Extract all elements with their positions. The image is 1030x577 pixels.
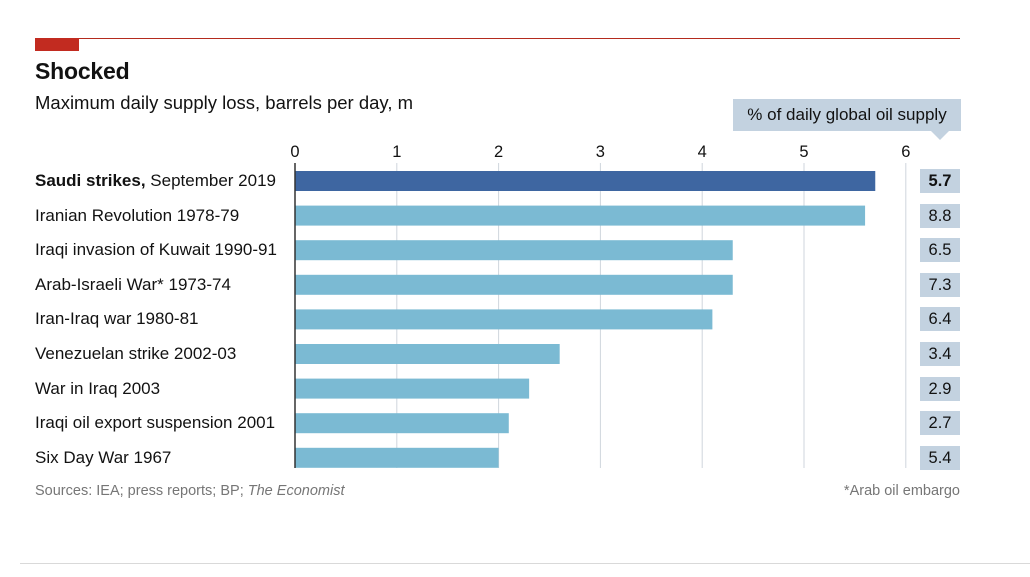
- x-tick-label: 4: [698, 143, 707, 161]
- category-label: Iraqi invasion of Kuwait 1990-91: [35, 240, 277, 260]
- pct-value: 5.4: [920, 445, 960, 470]
- category-label: Six Day War 1967: [35, 448, 171, 468]
- category-label: Iraqi oil export suspension 2001: [35, 413, 275, 433]
- category-name: Saudi strikes,: [35, 171, 146, 190]
- pct-value: 7.3: [920, 272, 960, 297]
- category-label: Iranian Revolution 1978-79: [35, 206, 239, 226]
- category-name: Arab-Israeli War*: [35, 274, 164, 294]
- footnote: *Arab oil embargo: [843, 483, 960, 499]
- x-tick-label: 3: [596, 143, 605, 161]
- category-label: War in Iraq 2003: [35, 379, 160, 399]
- pct-value: 6.5: [920, 238, 960, 263]
- category-name: Iraqi invasion of Kuwait: [35, 240, 210, 260]
- category-period: September 2019: [145, 171, 276, 190]
- bar: [295, 447, 499, 468]
- category-name: Iraqi oil export suspension: [35, 413, 233, 433]
- secondary-column-header-pointer: [931, 131, 949, 140]
- pct-value: 2.7: [920, 411, 960, 436]
- sources-text: Sources: IEA; press reports; BP;: [35, 483, 244, 499]
- pct-value: 6.4: [920, 307, 960, 332]
- category-period: 1990-91: [209, 240, 277, 260]
- top-rule: [35, 38, 960, 39]
- x-tick-label: 5: [799, 143, 808, 161]
- category-period: 2003: [117, 378, 161, 398]
- pct-value: 2.9: [920, 376, 960, 401]
- category-name: War in Iraq: [35, 378, 118, 398]
- category-name: Iranian Revolution: [35, 205, 173, 225]
- category-period: 2002-03: [169, 344, 237, 363]
- bar: [295, 274, 733, 295]
- x-tick-label: 6: [901, 143, 910, 161]
- bar: [295, 171, 876, 191]
- pct-value: 8.8: [920, 203, 960, 228]
- chart-subtitle: Maximum daily supply loss, barrels per d…: [35, 92, 414, 113]
- category-name: Six Day War: [35, 447, 129, 467]
- category-period: 1967: [128, 447, 172, 467]
- sources-italic: The Economist: [247, 483, 345, 499]
- bar: [295, 309, 713, 330]
- pct-value: 3.4: [920, 342, 960, 366]
- bar: [295, 205, 866, 226]
- sources-note: Sources: IEA; press reports; BP; The Eco…: [35, 483, 344, 499]
- bar: [295, 413, 509, 434]
- category-label: Iran-Iraq war 1980-81: [35, 309, 199, 329]
- category-label: Arab-Israeli War* 1973-74: [35, 275, 231, 295]
- x-tick-label: 0: [290, 143, 299, 161]
- category-period: 1978-79: [172, 205, 240, 225]
- category-period: 1980-81: [131, 309, 199, 329]
- secondary-column-header: % of daily global oil supply: [733, 99, 961, 131]
- bar: [295, 344, 560, 364]
- x-tick-label: 2: [494, 143, 503, 161]
- chart-title: Shocked: [35, 58, 130, 84]
- bar: [295, 240, 733, 261]
- category-name: Iran-Iraq war: [35, 309, 132, 329]
- bottom-rule: [20, 563, 1030, 564]
- x-tick-label: 1: [392, 143, 401, 161]
- bar: [295, 378, 530, 399]
- brand-red-tag: [35, 38, 79, 51]
- category-period: 2001: [232, 413, 276, 433]
- category-label: Venezuelan strike 2002-03: [35, 344, 236, 364]
- pct-value: 5.7: [920, 169, 960, 193]
- category-period: 1973-74: [163, 274, 231, 294]
- category-name: Venezuelan strike: [35, 344, 170, 363]
- category-label: Saudi strikes, September 2019: [35, 171, 276, 191]
